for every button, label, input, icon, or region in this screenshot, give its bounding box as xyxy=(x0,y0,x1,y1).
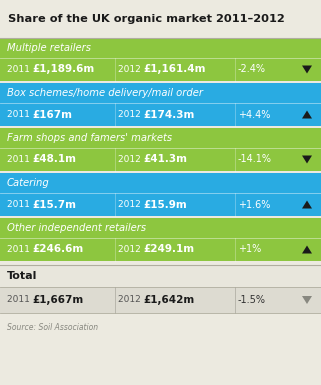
Text: £15.7m: £15.7m xyxy=(32,199,76,209)
Text: Farm shops and famers' markets: Farm shops and famers' markets xyxy=(7,133,172,143)
Text: £1,642m: £1,642m xyxy=(143,295,194,305)
Text: 2012: 2012 xyxy=(118,200,143,209)
Text: Share of the UK organic market 2011–2012: Share of the UK organic market 2011–2012 xyxy=(8,14,285,24)
Polygon shape xyxy=(302,246,312,253)
Bar xyxy=(0,128,321,148)
Text: Total: Total xyxy=(7,271,37,281)
Text: £167m: £167m xyxy=(32,109,72,119)
Text: £48.1m: £48.1m xyxy=(32,154,76,164)
Polygon shape xyxy=(302,65,312,74)
Bar xyxy=(0,265,321,287)
Text: Catering: Catering xyxy=(7,178,50,188)
Text: 2011: 2011 xyxy=(7,155,33,164)
Text: 2011: 2011 xyxy=(7,65,33,74)
Polygon shape xyxy=(302,156,312,164)
Text: £1,189.6m: £1,189.6m xyxy=(32,65,94,75)
Bar xyxy=(0,148,321,171)
Text: 2012: 2012 xyxy=(118,110,143,119)
Text: +1.6%: +1.6% xyxy=(238,199,270,209)
Text: 2011: 2011 xyxy=(7,245,33,254)
Text: £174.3m: £174.3m xyxy=(143,109,195,119)
Bar xyxy=(0,0,321,38)
Bar xyxy=(0,83,321,103)
Text: 2012: 2012 xyxy=(118,296,143,305)
Text: Other independent retailers: Other independent retailers xyxy=(7,223,146,233)
Bar xyxy=(0,38,321,58)
Bar xyxy=(0,173,321,193)
Text: £249.1m: £249.1m xyxy=(143,244,194,254)
Text: £1,161.4m: £1,161.4m xyxy=(143,65,205,75)
Text: -2.4%: -2.4% xyxy=(238,65,266,75)
Bar xyxy=(0,238,321,261)
Text: 2011: 2011 xyxy=(7,296,33,305)
Bar xyxy=(0,218,321,238)
Text: Source: Soil Association: Source: Soil Association xyxy=(7,323,98,331)
Text: 2011: 2011 xyxy=(7,200,33,209)
Bar xyxy=(0,193,321,216)
Text: -1.5%: -1.5% xyxy=(238,295,266,305)
Text: £15.9m: £15.9m xyxy=(143,199,187,209)
Text: 2012: 2012 xyxy=(118,245,143,254)
Bar xyxy=(0,58,321,81)
Bar xyxy=(0,287,321,313)
Text: 2011: 2011 xyxy=(7,110,33,119)
Text: £1,667m: £1,667m xyxy=(32,295,83,305)
Text: Multiple retailers: Multiple retailers xyxy=(7,43,91,53)
Text: 2012: 2012 xyxy=(118,65,143,74)
Text: -14.1%: -14.1% xyxy=(238,154,272,164)
Text: +4.4%: +4.4% xyxy=(238,109,270,119)
Text: £246.6m: £246.6m xyxy=(32,244,83,254)
Text: +1%: +1% xyxy=(238,244,261,254)
Polygon shape xyxy=(302,201,312,209)
Text: Box schemes/home delivery/mail order: Box schemes/home delivery/mail order xyxy=(7,88,203,98)
Bar xyxy=(0,103,321,126)
Polygon shape xyxy=(302,296,312,304)
Text: £41.3m: £41.3m xyxy=(143,154,187,164)
Text: 2012: 2012 xyxy=(118,155,143,164)
Polygon shape xyxy=(302,110,312,119)
